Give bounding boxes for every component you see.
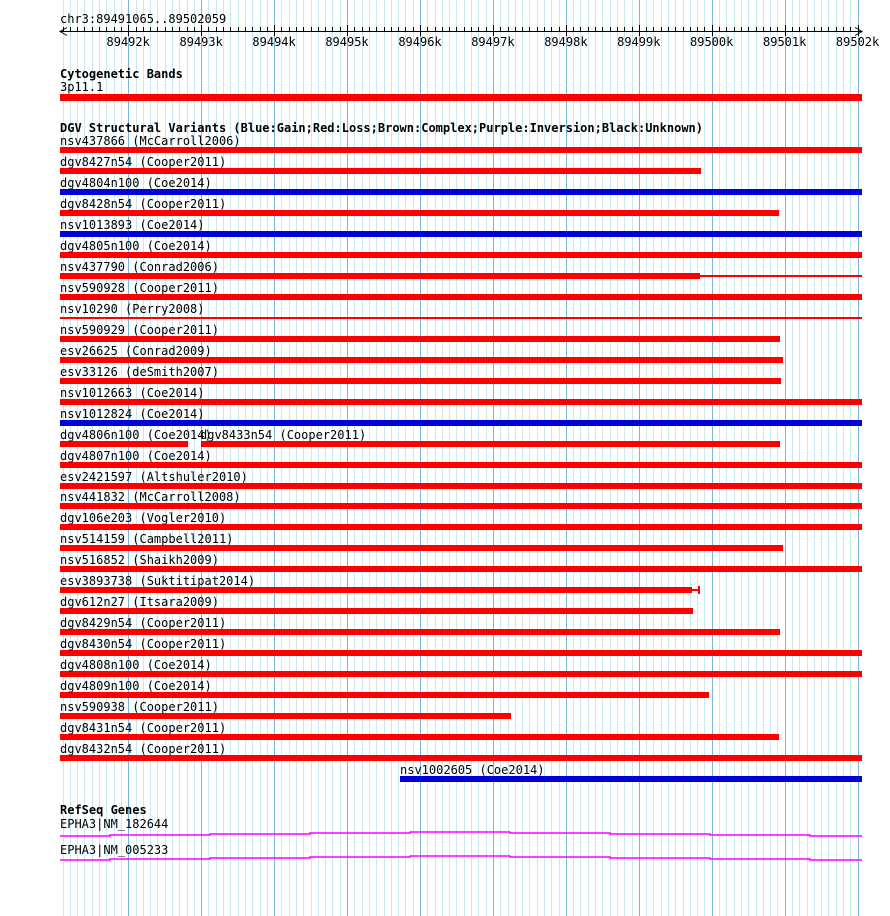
variant-bar[interactable] bbox=[60, 147, 862, 153]
ruler-tick-label: 89492k bbox=[106, 35, 150, 49]
variant-label: dgv4809n100 (Coe2014) bbox=[60, 679, 212, 693]
variant-bar[interactable] bbox=[60, 399, 862, 405]
variant-bar[interactable] bbox=[60, 671, 862, 677]
variant-label: nsv437866 (McCarroll2006) bbox=[60, 134, 241, 148]
variant-bar[interactable] bbox=[60, 462, 862, 468]
section-header-refseq-genes: RefSeq Genes bbox=[60, 803, 147, 817]
variant-label: dgv612n27 (Itsara2009) bbox=[60, 595, 219, 609]
variant-label: nsv590938 (Cooper2011) bbox=[60, 700, 219, 714]
ruler-tick-label: 89499k bbox=[617, 35, 661, 49]
variant-label: dgv106e203 (Vogler2010) bbox=[60, 511, 227, 525]
variant-bar[interactable] bbox=[60, 231, 862, 237]
variant-bar[interactable] bbox=[60, 734, 779, 740]
axis-left-arrow-icon bbox=[58, 27, 68, 36]
variant-label: nsv590928 (Cooper2011) bbox=[60, 281, 219, 295]
variant-label: nsv1012824 (Coe2014) bbox=[60, 407, 205, 421]
gene-label: EPHA3|NM_005233 bbox=[60, 843, 169, 857]
variant-bar[interactable] bbox=[60, 294, 862, 300]
variant-label: dgv4805n100 (Coe2014) bbox=[60, 239, 212, 253]
variant-bar[interactable] bbox=[60, 441, 188, 447]
variant-label: esv3893738 (Suktitipat2014) bbox=[60, 574, 256, 588]
variant-label: dgv4806n100 (Coe2014) bbox=[60, 428, 212, 442]
variant-bar[interactable] bbox=[60, 273, 700, 279]
variant-bar[interactable] bbox=[60, 650, 862, 656]
variant-label: dgv8429n54 (Cooper2011) bbox=[60, 616, 227, 630]
variant-label: esv26625 (Conrad2009) bbox=[60, 344, 212, 358]
variant-bar[interactable] bbox=[60, 189, 862, 195]
variant-thin-extension[interactable] bbox=[700, 275, 862, 277]
variant-bar[interactable] bbox=[60, 483, 862, 489]
cytoband-label: 3p11.1 bbox=[60, 80, 104, 94]
variant-label: dgv8433n54 (Cooper2011) bbox=[200, 428, 367, 442]
ruler-tick-label: 89500k bbox=[690, 35, 734, 49]
gene-intron-line[interactable] bbox=[60, 855, 862, 861]
ruler-tick-label: 89495k bbox=[325, 35, 369, 49]
variant-label: nsv1012663 (Coe2014) bbox=[60, 386, 205, 400]
variant-label: nsv1013893 (Coe2014) bbox=[60, 218, 205, 232]
variant-label: esv2421597 (Altshuler2010) bbox=[60, 470, 248, 484]
variant-label: nsv10290 (Perry2008) bbox=[60, 302, 205, 316]
variant-end-tick bbox=[698, 586, 700, 594]
variant-bar[interactable] bbox=[60, 713, 511, 719]
variant-label: dgv8427n54 (Cooper2011) bbox=[60, 155, 227, 169]
variant-label: dgv8428n54 (Cooper2011) bbox=[60, 197, 227, 211]
variant-bar[interactable] bbox=[60, 317, 862, 319]
variant-label: dgv8431n54 (Cooper2011) bbox=[60, 721, 227, 735]
variant-bar[interactable] bbox=[60, 755, 862, 761]
variant-bar[interactable] bbox=[60, 210, 779, 216]
gene-intron-line[interactable] bbox=[60, 831, 862, 837]
ruler-tick-label: 89502k bbox=[835, 35, 880, 49]
ruler-tick-label: 89497k bbox=[471, 35, 515, 49]
ruler-tick-label: 89498k bbox=[544, 35, 588, 49]
variant-bar[interactable] bbox=[60, 357, 783, 363]
variant-label: nsv437790 (Conrad2006) bbox=[60, 260, 219, 274]
ruler-tick-label: 89494k bbox=[252, 35, 296, 49]
variant-label: nsv590929 (Cooper2011) bbox=[60, 323, 219, 337]
variant-label: dgv4804n100 (Coe2014) bbox=[60, 176, 212, 190]
ruler-tick-label: 89493k bbox=[179, 35, 223, 49]
variant-label: esv33126 (deSmith2007) bbox=[60, 365, 219, 379]
variant-bar[interactable] bbox=[60, 566, 862, 572]
gene-label: EPHA3|NM_182644 bbox=[60, 817, 169, 831]
variant-label: dgv4807n100 (Coe2014) bbox=[60, 449, 212, 463]
variant-label: nsv516852 (Shaikh2009) bbox=[60, 553, 219, 567]
cytoband-bar[interactable] bbox=[60, 94, 862, 101]
region-title: chr3:89491065..89502059 bbox=[60, 12, 227, 26]
variant-bar[interactable] bbox=[60, 503, 862, 509]
variant-bar[interactable] bbox=[201, 441, 780, 447]
variant-label: dgv8430n54 (Cooper2011) bbox=[60, 637, 227, 651]
variant-label: dgv4808n100 (Coe2014) bbox=[60, 658, 212, 672]
variant-bar[interactable] bbox=[60, 168, 701, 174]
section-header-dgv-variants: DGV Structural Variants (Blue:Gain;Red:L… bbox=[60, 121, 703, 135]
variant-bar[interactable] bbox=[60, 524, 862, 530]
variant-label: nsv1002605 (Coe2014) bbox=[400, 763, 545, 777]
variant-bar[interactable] bbox=[60, 252, 862, 258]
variant-bar[interactable] bbox=[60, 545, 783, 551]
ruler-tick-label: 89501k bbox=[763, 35, 807, 49]
variant-thin-extension[interactable] bbox=[692, 589, 700, 591]
variant-label: dgv8432n54 (Cooper2011) bbox=[60, 742, 227, 756]
variant-label: nsv514159 (Campbell2011) bbox=[60, 532, 234, 546]
variant-bar[interactable] bbox=[400, 776, 862, 782]
variant-label: nsv441832 (McCarroll2008) bbox=[60, 490, 241, 504]
variant-bar[interactable] bbox=[60, 420, 862, 426]
ruler-tick-label: 89496k bbox=[398, 35, 442, 49]
